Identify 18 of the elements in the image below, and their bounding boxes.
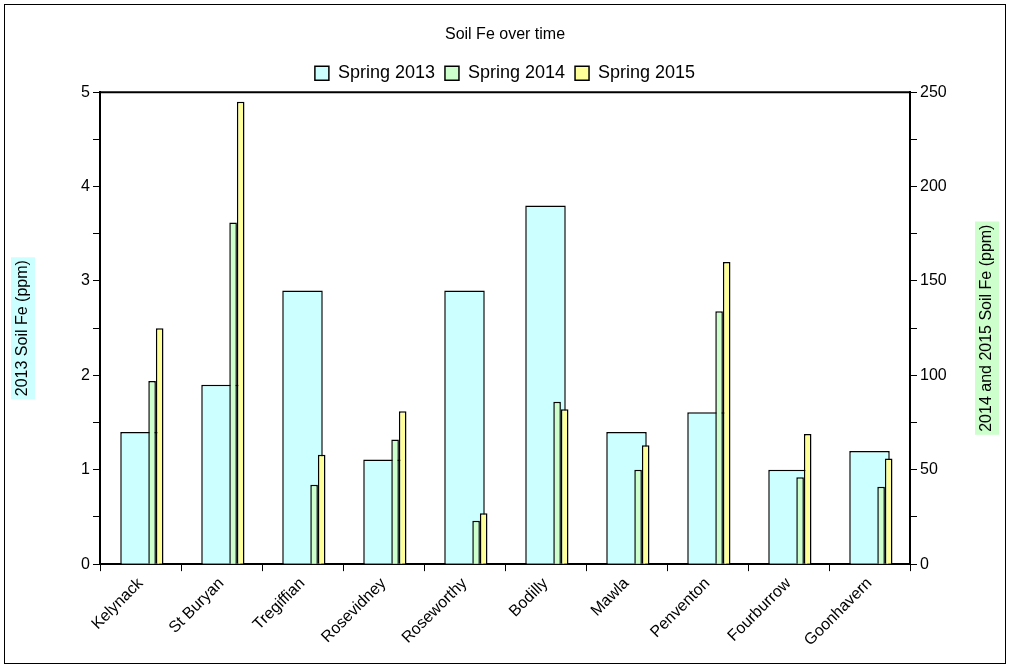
y-tick-label: 0	[81, 554, 91, 572]
legend-label: Spring 2014	[467, 62, 566, 83]
chart-title: Soil Fe over time	[444, 25, 566, 43]
y2-tick-label: 100	[920, 365, 947, 383]
y-tick-label: 1	[81, 460, 91, 478]
y-tick-label: 2	[81, 365, 91, 383]
y2-tick-label: 50	[920, 460, 938, 478]
y2-tick-label: 150	[920, 271, 947, 289]
y2-tick-label: 250	[920, 82, 947, 100]
y2-tick-label: 0	[920, 554, 929, 572]
legend-label: Spring 2013	[337, 62, 435, 83]
y-tick-label: 4	[81, 177, 91, 194]
legend-label: Spring 2015	[598, 62, 696, 83]
y-axis-title: 2013 Soil Fe (ppm)	[13, 260, 31, 397]
y-tick-label: 5	[81, 82, 91, 100]
y2-tick-label: 200	[920, 177, 947, 194]
y2-axis-title: 2014 and 2015 Soil Fe (ppm)	[977, 224, 995, 432]
y-tick-label: 3	[81, 271, 91, 289]
